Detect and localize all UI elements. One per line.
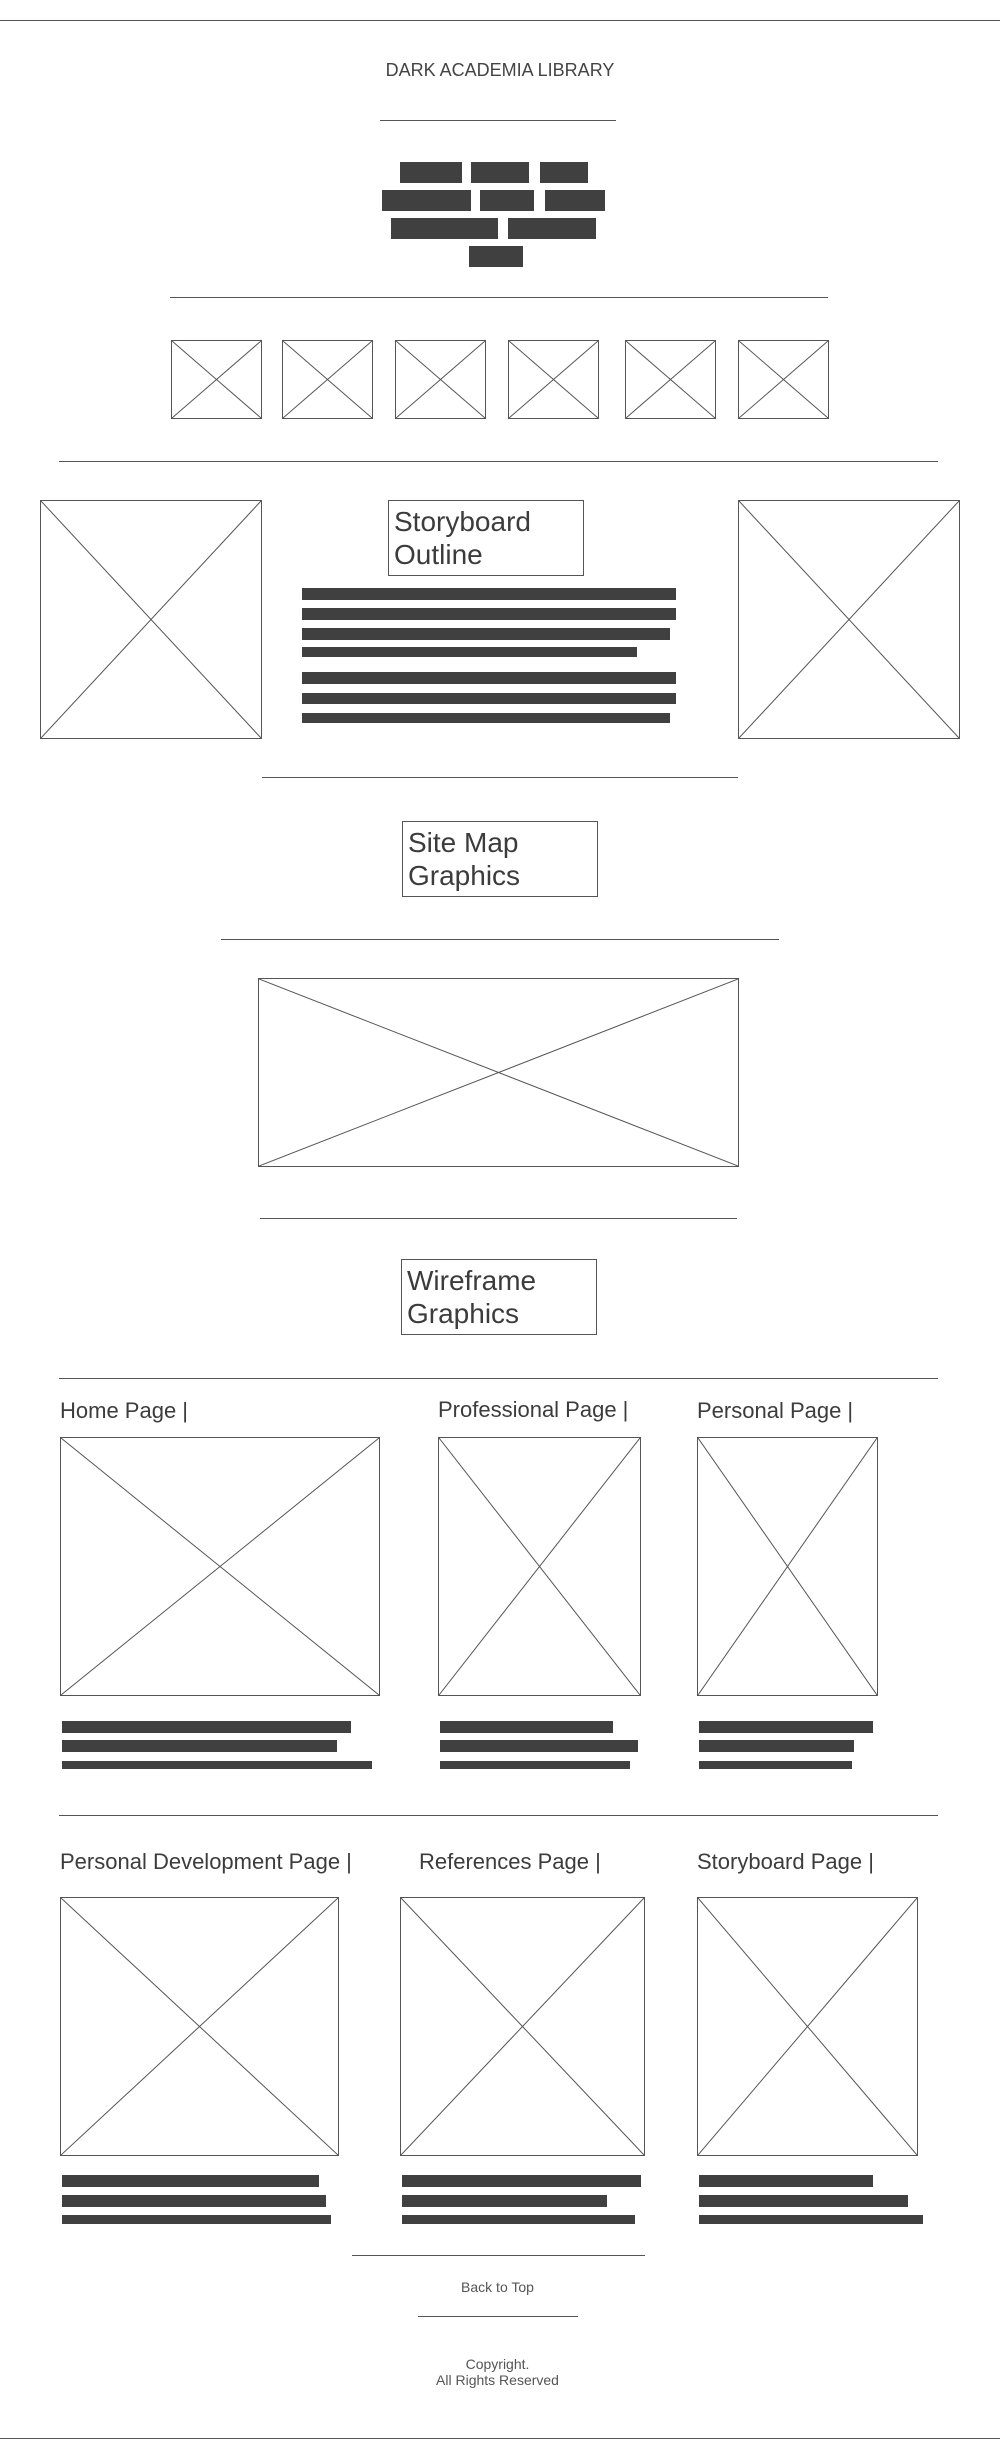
wireframe-placeholder-personal — [697, 1437, 878, 1696]
text-line — [302, 628, 670, 640]
text-line — [62, 2215, 331, 2224]
section-divider — [59, 1815, 938, 1816]
bottom-border — [0, 2438, 1000, 2439]
wireframe-label-storyboard: Storyboard Page | — [697, 1849, 874, 1874]
text-line — [302, 693, 676, 704]
thumbnail-placeholder — [738, 340, 829, 419]
nav-divider — [170, 297, 828, 298]
copyright-text: Copyright. — [465, 2356, 530, 2372]
thumbnail-placeholder — [625, 340, 716, 419]
wireframe-graphics-title: Wireframe Graphics — [401, 1259, 597, 1335]
thumbnail-placeholder — [395, 340, 486, 419]
thumbnail-placeholder — [508, 340, 599, 419]
nav-item[interactable] — [540, 162, 588, 183]
nav-item[interactable] — [382, 190, 471, 211]
section-divider — [262, 777, 738, 778]
thumbnail-placeholder — [282, 340, 373, 419]
text-line — [302, 672, 676, 684]
text-line — [440, 1740, 638, 1752]
section-divider — [221, 939, 779, 940]
footer-divider — [352, 2255, 645, 2256]
text-line — [699, 1761, 852, 1769]
section-divider — [260, 1218, 737, 1219]
image-placeholder-right — [738, 500, 960, 739]
site-title: DARK ACADEMIA LIBRARY — [385, 60, 615, 80]
image-placeholder-left — [40, 500, 262, 739]
text-line — [62, 1740, 337, 1752]
text-line — [302, 608, 676, 620]
footer-divider — [418, 2316, 578, 2317]
nav-item[interactable] — [545, 190, 605, 211]
site-map-placeholder — [258, 978, 739, 1167]
wireframe-label-personal: Personal Page | — [697, 1398, 854, 1423]
text-line — [62, 2175, 319, 2187]
text-line — [302, 588, 676, 600]
top-border — [0, 20, 1000, 21]
section-divider — [59, 461, 938, 462]
nav-item[interactable] — [400, 162, 462, 183]
storyboard-outline-title: Storyboard Outline — [388, 500, 584, 576]
text-line — [302, 647, 637, 657]
site-map-title: Site Map Graphics — [402, 821, 598, 897]
wireframe-placeholder-professional — [438, 1437, 641, 1696]
wireframe-placeholder-personal-development — [60, 1897, 339, 2156]
text-line — [62, 2195, 326, 2207]
text-line — [440, 1721, 613, 1733]
nav-item[interactable] — [480, 190, 534, 211]
text-line — [62, 1761, 372, 1769]
text-line — [699, 2195, 908, 2207]
text-line — [402, 2175, 641, 2187]
section-divider — [59, 1378, 938, 1379]
wireframe-label-personal-development: Personal Development Page | — [60, 1849, 352, 1874]
header-divider — [380, 120, 616, 121]
thumbnail-placeholder — [171, 340, 262, 419]
wireframe-label-home: Home Page | — [60, 1398, 189, 1423]
text-line — [699, 1721, 873, 1733]
nav-item[interactable] — [469, 246, 523, 267]
nav-item[interactable] — [508, 218, 596, 239]
wireframe-placeholder-storyboard — [697, 1897, 918, 2156]
copyright-text-rights: All Rights Reserved — [436, 2372, 559, 2388]
text-line — [699, 2175, 873, 2187]
wireframe-placeholder-home — [60, 1437, 380, 1696]
text-line — [62, 1721, 351, 1733]
nav-item[interactable] — [471, 162, 529, 183]
wireframe-placeholder-references — [400, 1897, 645, 2156]
text-line — [402, 2195, 607, 2207]
text-line — [302, 713, 670, 723]
nav-item[interactable] — [391, 218, 498, 239]
text-line — [699, 2215, 923, 2224]
text-line — [402, 2215, 635, 2224]
wireframe-label-professional: Professional Page | — [438, 1397, 629, 1422]
text-line — [440, 1761, 630, 1769]
wireframe-label-references: References Page | — [419, 1849, 601, 1874]
back-to-top-link[interactable]: Back to Top — [461, 2279, 534, 2295]
text-line — [699, 1740, 854, 1752]
